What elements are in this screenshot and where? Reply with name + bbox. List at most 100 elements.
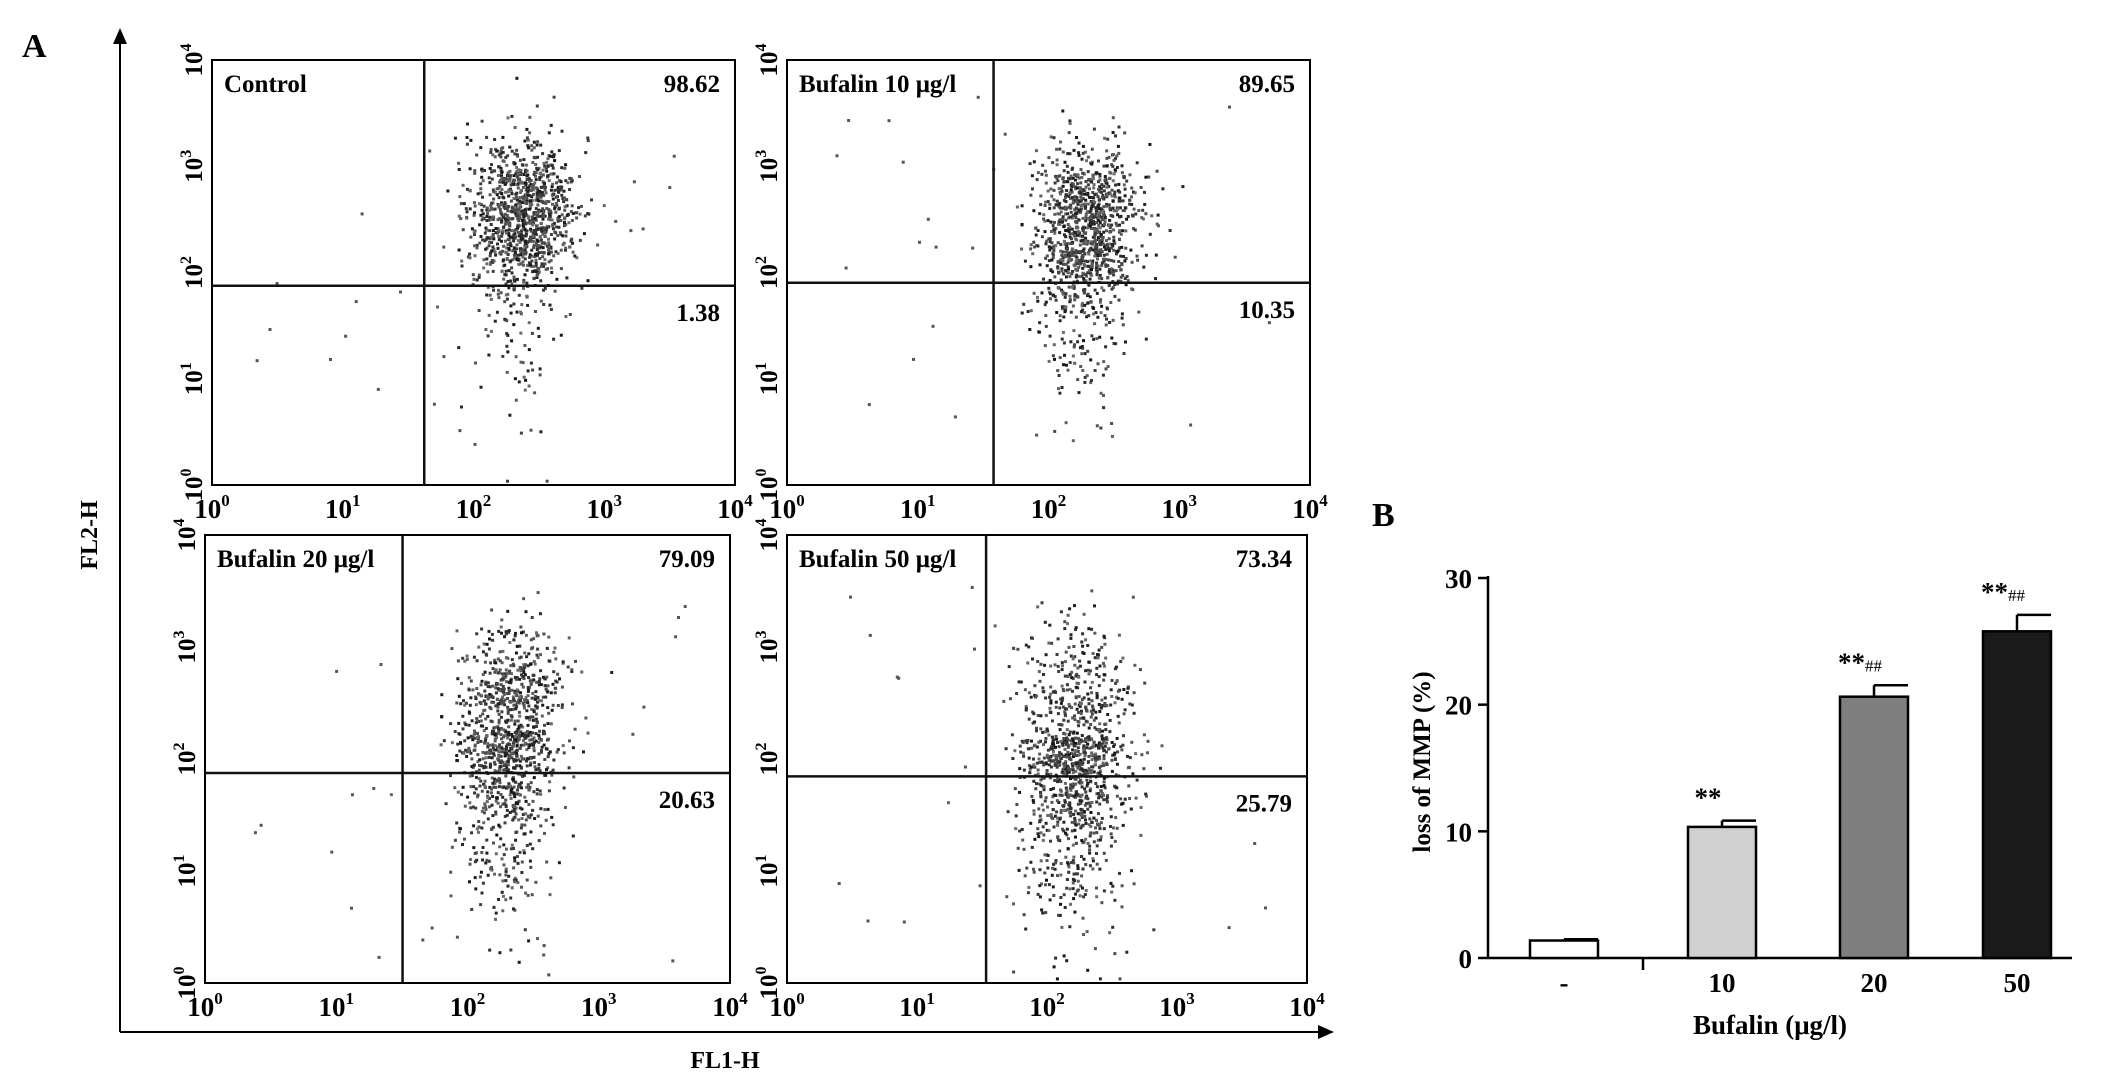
- scatter-point: [521, 260, 525, 264]
- scatter-point: [1032, 240, 1036, 244]
- scatter-point: [1077, 742, 1081, 746]
- scatter-point: [461, 785, 465, 789]
- scatter-point: [509, 279, 512, 283]
- scatter-point: [1070, 820, 1074, 824]
- scatter-point: [529, 830, 533, 834]
- scatter-point: [480, 826, 484, 830]
- scatter-point: [485, 750, 489, 754]
- scatter-point: [470, 719, 474, 723]
- scatter-point: [947, 801, 950, 805]
- scatter-point: [1067, 752, 1071, 756]
- scatter-point: [529, 227, 533, 231]
- scatter-point: [674, 635, 678, 639]
- scatter-point: [1097, 223, 1101, 227]
- scatter-point: [507, 692, 511, 695]
- scatter-point: [1121, 801, 1125, 805]
- scatter-point: [1098, 273, 1102, 277]
- scatter-point: [551, 182, 555, 186]
- scatter-point: [559, 219, 563, 222]
- scatter-point: [498, 179, 502, 182]
- scatter-point: [1080, 799, 1084, 803]
- scatter-point: [468, 167, 472, 171]
- scatter-point: [1125, 217, 1129, 221]
- scatter-point: [1142, 767, 1146, 771]
- scatter-point: [1077, 265, 1081, 269]
- scatter-point: [1113, 839, 1117, 843]
- scatter-point: [484, 226, 488, 230]
- scatter-point: [534, 241, 538, 245]
- scatter-point: [460, 405, 463, 409]
- scatter-point: [472, 846, 476, 850]
- scatter-point: [517, 960, 521, 964]
- scatter-point: [1015, 803, 1019, 806]
- scatter-point: [1095, 337, 1099, 341]
- scatter-point: [1104, 239, 1108, 243]
- scatter-point: [506, 280, 510, 284]
- scatter-point: [571, 241, 574, 245]
- scatter-point: [1060, 269, 1064, 273]
- scatter-point: [564, 315, 568, 318]
- scatter-point: [1095, 221, 1099, 224]
- scatter-point: [460, 259, 464, 263]
- scatter-point: [1101, 235, 1105, 239]
- scatter-point: [501, 760, 505, 764]
- scatter-point: [1091, 191, 1095, 194]
- scatter-point: [515, 729, 519, 733]
- scatter-point: [1093, 231, 1097, 235]
- scatter-point: [516, 861, 520, 865]
- scatter-point: [528, 194, 532, 198]
- scatter-point: [1099, 785, 1103, 788]
- bar: [1838, 695, 1910, 960]
- scatter-point: [465, 216, 469, 220]
- scatter-point: [1082, 747, 1086, 751]
- scatter-point: [512, 808, 516, 811]
- scatter-point: [1086, 349, 1090, 353]
- scatter-point: [1061, 150, 1065, 154]
- scatter-point: [1060, 661, 1064, 665]
- scatter-point: [478, 241, 482, 245]
- scatter-point: [496, 687, 500, 691]
- scatter-point: [1083, 375, 1087, 379]
- scatter-point: [575, 256, 579, 260]
- scatter-point: [499, 727, 503, 730]
- scatter-point: [1073, 828, 1077, 832]
- scatter-point: [487, 244, 491, 248]
- scatter-point: [500, 746, 504, 750]
- scatter-point: [1105, 229, 1108, 233]
- scatter-point: [1043, 219, 1047, 223]
- scatter-point: [1011, 757, 1015, 760]
- scatter-point: [1095, 261, 1099, 265]
- scatter-point: [1089, 811, 1093, 814]
- scatter-point: [523, 698, 527, 702]
- scatter-point: [503, 217, 507, 221]
- scatter-point: [1062, 292, 1065, 296]
- scatter-point: [1102, 164, 1106, 168]
- scatter-point: [535, 193, 539, 197]
- scatter-point: [1025, 866, 1029, 870]
- scatter-point: [1096, 757, 1100, 761]
- scatter-point: [524, 799, 528, 803]
- scatter-point: [544, 747, 548, 751]
- scatter-point: [532, 749, 536, 753]
- scatter-point: [500, 176, 504, 180]
- scatter-point: [1066, 260, 1070, 264]
- scatter-point: [1106, 365, 1110, 368]
- scatter-point: [1115, 786, 1119, 790]
- scatter-point: [533, 216, 537, 220]
- scatter-point: [1128, 173, 1132, 177]
- scatter-point: [1081, 308, 1085, 312]
- scatter-point: [472, 785, 476, 789]
- scatter-point: [1071, 439, 1075, 443]
- scatter-point: [1095, 216, 1099, 220]
- scatter-point: [1157, 224, 1160, 228]
- scatter-point: [1114, 183, 1118, 187]
- scatter-point: [553, 646, 557, 650]
- scatter-point: [553, 686, 557, 690]
- scatter-point: [1080, 739, 1084, 743]
- scatter-point: [535, 680, 539, 684]
- scatter-point: [509, 718, 513, 722]
- scatter-point: [1039, 714, 1043, 718]
- scatter-point: [504, 668, 508, 672]
- scatter-point: [1095, 800, 1099, 804]
